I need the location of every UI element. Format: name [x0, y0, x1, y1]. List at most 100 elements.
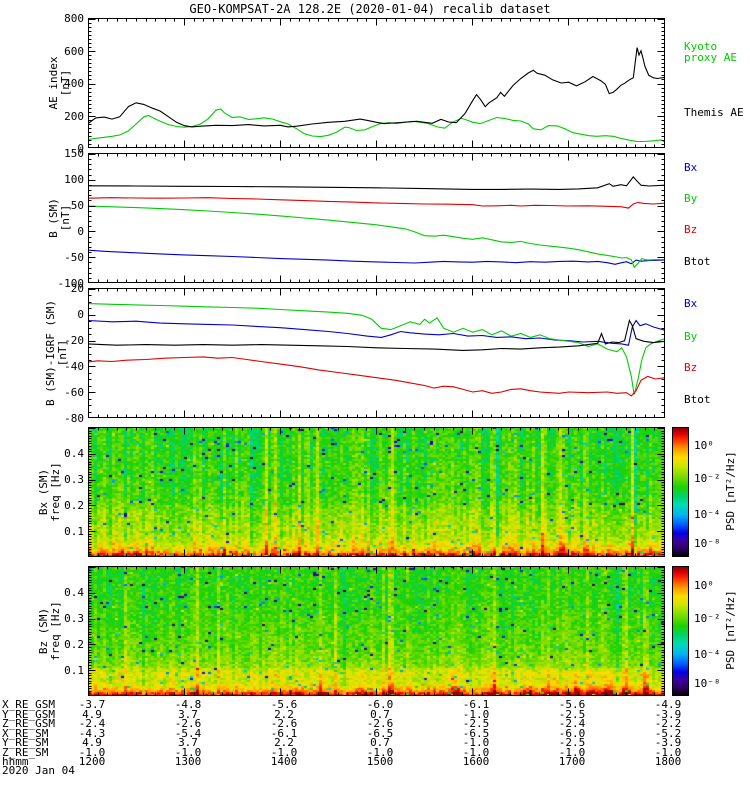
- y-tick-label: -40: [64, 360, 84, 373]
- date-label: 2020 Jan 04: [2, 764, 75, 777]
- panel-b-sm-igrf: [88, 288, 665, 418]
- ephemeris-value: -6.0: [558, 726, 586, 740]
- axis-ticks: [88, 153, 665, 283]
- y-tick-label: 400: [64, 77, 84, 90]
- ephemeris-value: -2.5: [558, 707, 586, 721]
- bz-colorbar-tick-1e-4: 10⁻⁴: [694, 648, 721, 661]
- b-sm-plot: [88, 153, 665, 283]
- ephemeris-value: -1.0: [462, 707, 490, 721]
- ephemeris-value: 1400: [270, 755, 298, 768]
- ephemeris-value: -6.5: [366, 726, 394, 740]
- legend-kyoto-proxy-ae: Kyoto proxy AE: [684, 41, 737, 63]
- ephemeris-value: -2.2: [654, 717, 682, 730]
- bx-colorbar-tick-1e-4: 10⁻⁴: [694, 508, 721, 521]
- legend-kyoto-line2: proxy AE: [684, 51, 737, 64]
- series-themis-ae: [88, 47, 665, 128]
- y-tick-label: 150: [64, 147, 84, 160]
- ephemeris-value: -3.9: [654, 707, 682, 721]
- ephemeris-value: 3.7: [178, 736, 198, 749]
- bz-psd-colorbar: [672, 566, 689, 696]
- series-by: [88, 205, 665, 269]
- axis-ticks: [88, 427, 665, 557]
- y-tick-label: -100: [57, 277, 85, 290]
- ephemeris-value: -1.0: [654, 745, 682, 759]
- ephemeris-value: -1.0: [174, 745, 202, 759]
- ephemeris-row-label: hhmm: [2, 755, 29, 768]
- series-btot: [88, 176, 665, 190]
- ephemeris-value: -4.9: [654, 698, 682, 711]
- legend-kyoto-line1: Kyoto: [684, 40, 718, 53]
- y-tick-label: 0.3: [64, 473, 84, 486]
- y-tick-label: 0.1: [64, 664, 84, 677]
- legend-b-sm-bz: Bz: [684, 223, 698, 236]
- y-tick-label: 0: [77, 142, 84, 155]
- panel-bz-spectrogram: [88, 566, 665, 696]
- ephemeris-row-label: X_RE_SM: [2, 726, 49, 740]
- plot-title: GEO-KOMPSAT-2A 128.2E (2020-01-04) recal…: [189, 2, 551, 16]
- bz-spectrogram-axes: [88, 566, 665, 696]
- ephemeris-value: -6.1: [462, 698, 490, 711]
- y-tick-label: 800: [64, 12, 84, 25]
- ephemeris-value: -1.0: [366, 745, 394, 759]
- ephemeris-value: -5.4: [174, 726, 202, 740]
- b-sm-igrf-plot: [88, 288, 665, 418]
- legend-themis-ae: Themis AE: [684, 106, 744, 119]
- ephemeris-row-label: Y_RE_GSM: [2, 707, 55, 721]
- ephemeris-value: 1800: [654, 755, 682, 768]
- ephemeris-value: 1700: [558, 755, 586, 768]
- ephemeris-value: -3.9: [654, 736, 682, 749]
- ephemeris-value: 4.9: [82, 736, 102, 749]
- ephemeris-value: -5.6: [270, 698, 298, 711]
- bx-psd-colorbar-label: PSD [nT²/Hz]: [724, 451, 737, 531]
- y-tick-label: -50: [64, 251, 84, 264]
- legend-igrf-btot: Btot: [684, 393, 711, 406]
- ephemeris-value: -5.2: [654, 726, 682, 740]
- ephemeris-value: -1.0: [462, 745, 490, 759]
- ephemeris-value: 2.2: [274, 707, 294, 721]
- y-tick-label: 0: [77, 225, 84, 238]
- ephemeris-value: -2.6: [366, 717, 394, 730]
- bx-psd-colorbar: [672, 427, 689, 557]
- bx-colorbar-tick-1e-8: 10⁻⁸: [694, 537, 721, 550]
- axis-ticks: [88, 18, 665, 148]
- panel-ae-index: [88, 18, 665, 148]
- bx-colorbar-tick-1e0: 10⁰: [694, 439, 714, 452]
- y-tick-label: 0.4: [64, 447, 84, 460]
- ephemeris-value: 1500: [366, 755, 394, 768]
- y-tick-label: -80: [64, 412, 84, 425]
- y-tick-label: 0.2: [64, 638, 84, 651]
- ephemeris-value: -4.8: [174, 698, 202, 711]
- y-tick-label: 100: [64, 173, 84, 186]
- ephemeris-value: -4.3: [78, 726, 106, 740]
- legend-igrf-by: By: [684, 330, 698, 343]
- y-tick-label: 20: [70, 282, 84, 295]
- ephemeris-value: -2.6: [174, 717, 202, 730]
- y-tick-label: 600: [64, 44, 84, 58]
- bz-colorbar-tick-1e-2: 10⁻²: [694, 612, 721, 625]
- bx-spectrogram-canvas: [88, 427, 665, 557]
- ephemeris-value: -2.4: [558, 717, 586, 730]
- legend-igrf-bz: Bz: [684, 361, 698, 374]
- bz-spectrogram-canvas: [88, 566, 665, 696]
- ephemeris-value: 2.2: [274, 736, 294, 749]
- ephemeris-row-label: Z_RE_GSM: [2, 717, 55, 730]
- bx-spectrogram-axis-label: Bx (SM) freq [Hz]: [37, 462, 62, 522]
- axis-ticks: [88, 566, 665, 696]
- axis-ticks: [88, 288, 665, 418]
- ephemeris-value: -6.5: [462, 726, 490, 740]
- series-kyoto-proxy-ae: [88, 108, 665, 143]
- ephemeris-value: -3.7: [78, 698, 106, 711]
- series-bz: [88, 356, 665, 397]
- ephemeris-value: -2.6: [270, 717, 298, 730]
- legend-b-sm-btot: Btot: [684, 255, 711, 268]
- bx-spectrogram-axes: [88, 427, 665, 557]
- ephemeris-value: 1200: [78, 755, 106, 768]
- ephemeris-value: -1.0: [78, 745, 106, 759]
- ephemeris-value: -6.1: [270, 726, 298, 740]
- y-tick-label: 0.4: [64, 586, 84, 599]
- y-tick-label: 0.2: [64, 499, 84, 512]
- ephemeris-row-label: Z_RE_SM: [2, 745, 49, 759]
- ephemeris-value: -6.0: [366, 698, 394, 711]
- bx-spectrogram-axis-label-line2: freq [Hz]: [49, 462, 62, 522]
- ephemeris-row-label: Y_RE_SM: [2, 736, 49, 749]
